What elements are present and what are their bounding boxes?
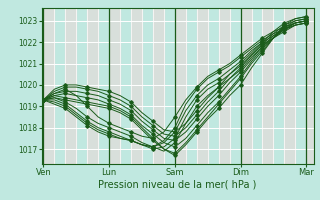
Bar [175, 8, 186, 164]
Bar [197, 8, 208, 164]
Bar [241, 8, 252, 164]
X-axis label: Pression niveau de la mer( hPa ): Pression niveau de la mer( hPa ) [99, 180, 257, 190]
Bar [44, 8, 54, 164]
Bar [284, 8, 295, 164]
Bar [262, 8, 273, 164]
Bar [65, 8, 76, 164]
Bar [153, 8, 164, 164]
Bar [219, 8, 230, 164]
Bar [87, 8, 98, 164]
Bar [109, 8, 120, 164]
Bar [131, 8, 142, 164]
Bar [306, 8, 317, 164]
